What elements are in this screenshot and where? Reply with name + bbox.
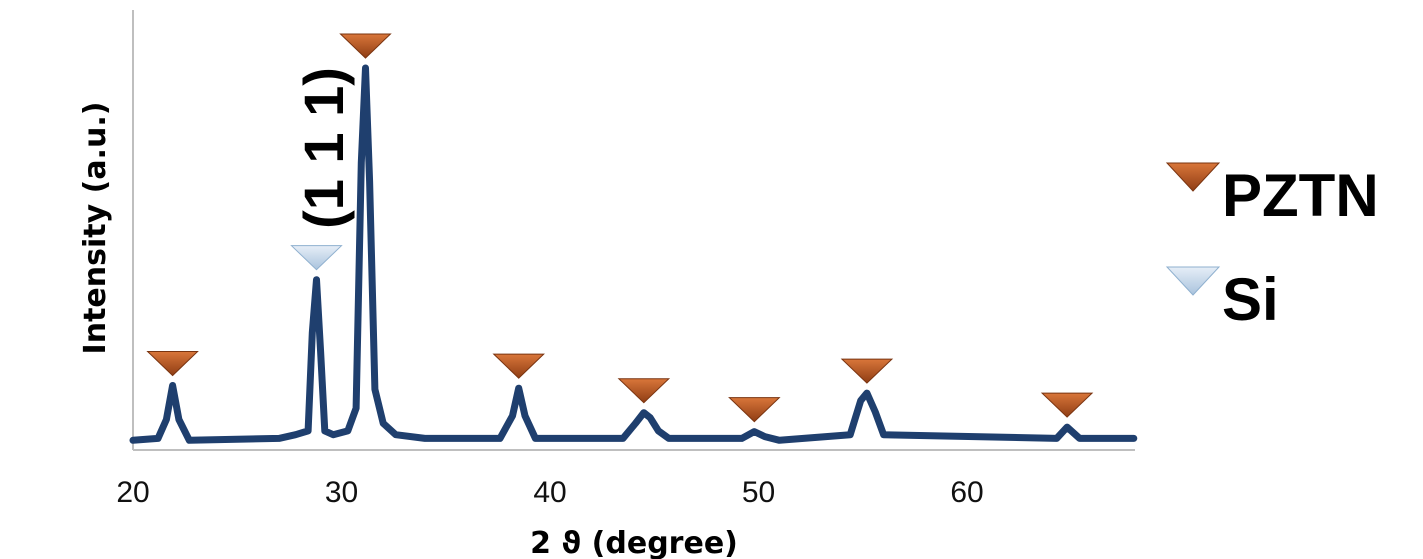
x-tick-label: 50: [742, 476, 775, 509]
pztn-marker-icon: [339, 33, 392, 59]
pztn-marker-icon: [1040, 392, 1094, 418]
x-tick-label: 30: [325, 476, 358, 509]
pztn-marker-icon: [617, 378, 671, 404]
x-tick-label: 60: [950, 476, 983, 509]
si-marker-icon: [290, 245, 343, 271]
legend-label: PZTN: [1222, 162, 1379, 229]
hkl-annotation: (1 1 1): [292, 67, 355, 229]
pztn-marker-icon: [728, 397, 781, 423]
pztn-marker-icon: [840, 358, 894, 384]
legend-pztn-icon: [1165, 162, 1221, 192]
legend-label: Si: [1222, 266, 1279, 333]
legend-si-icon: [1165, 266, 1221, 296]
x-axis-title: 2 ϑ (degree): [530, 526, 738, 559]
x-tick-label: 20: [116, 476, 149, 509]
x-tick-label: 40: [533, 476, 566, 509]
pztn-marker-icon: [146, 351, 199, 377]
pztn-marker-icon: [492, 353, 545, 379]
y-axis-title: Intensity (a.u.): [78, 102, 113, 355]
x-tick-labels: 20 30 40 50 60: [116, 476, 983, 509]
legend: PZTN Si: [1165, 162, 1379, 333]
phase-markers: [146, 33, 1094, 423]
series-line: [129, 64, 1138, 444]
